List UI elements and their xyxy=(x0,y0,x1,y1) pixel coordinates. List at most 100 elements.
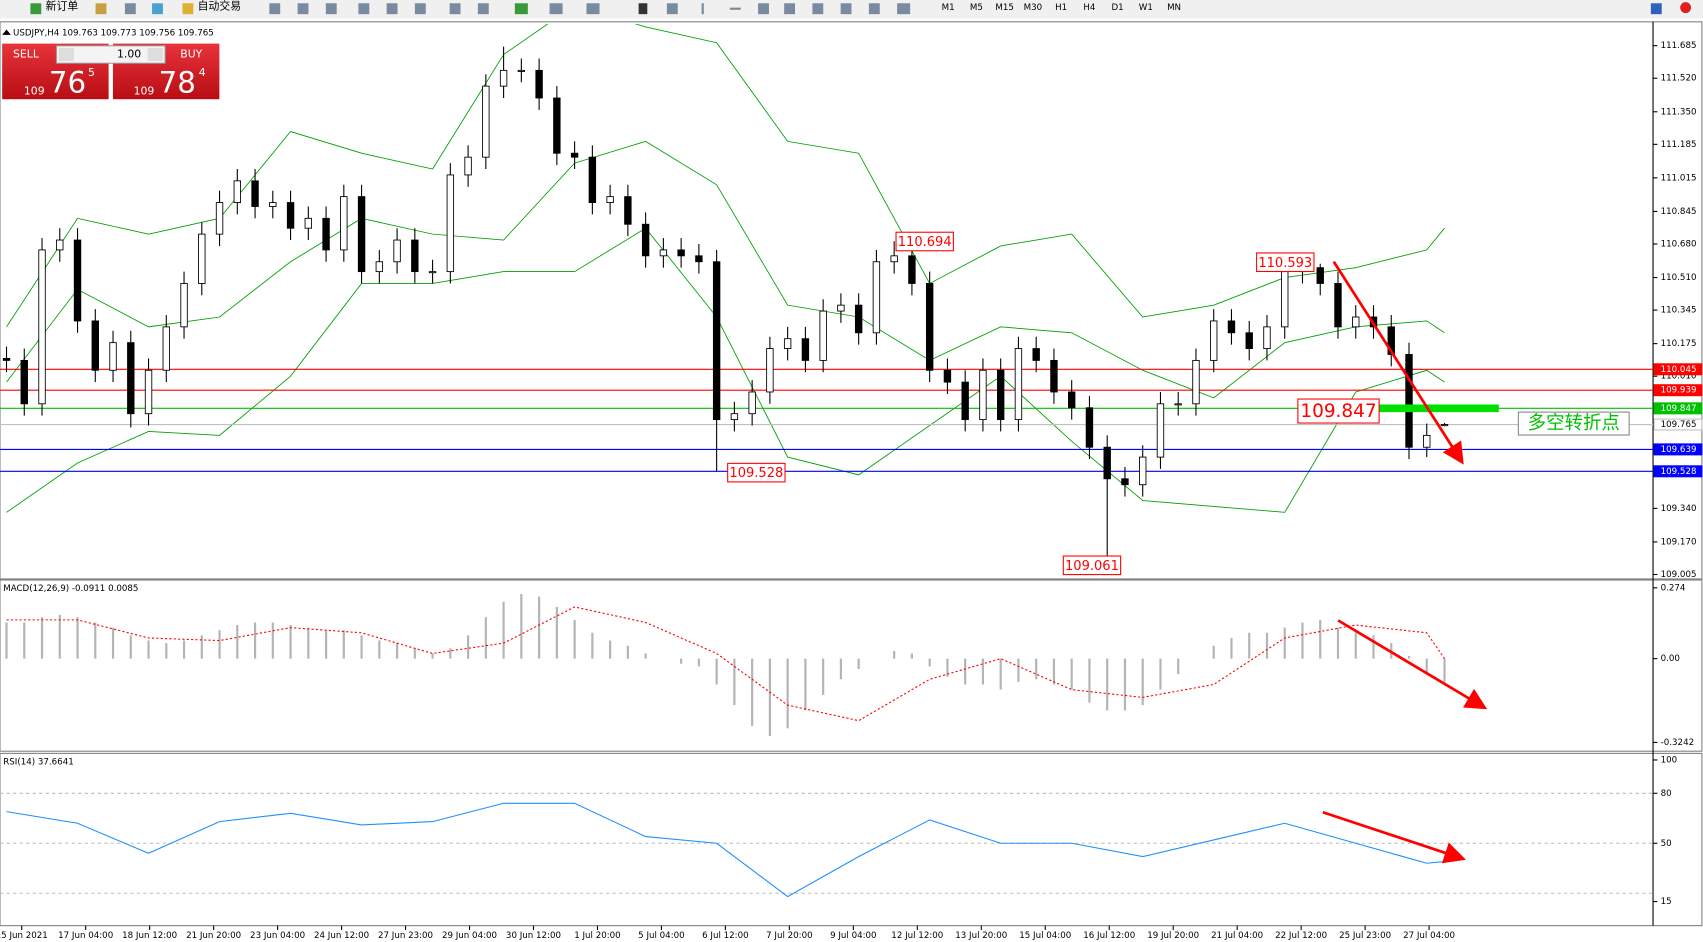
price-annotation-box xyxy=(1297,398,1380,424)
candle-body xyxy=(1210,320,1218,361)
pivot-zone xyxy=(1379,404,1499,413)
time-label: 29 Jun 04:00 xyxy=(442,931,497,941)
lot-field[interactable] xyxy=(55,45,166,64)
new-order-button[interactable]: 新订单 xyxy=(46,0,79,13)
sell-big-figure: 109 xyxy=(24,85,45,98)
timeframe-button[interactable]: M15 xyxy=(995,3,1014,13)
candle-body xyxy=(819,310,827,361)
time-label: 23 Jun 04:00 xyxy=(250,931,305,941)
candle-body xyxy=(1423,434,1431,448)
buy-pips: 78 xyxy=(159,65,196,99)
buy-label: BUY xyxy=(180,48,202,61)
candle-body xyxy=(1352,316,1360,328)
candle-body xyxy=(340,196,348,251)
candle-body xyxy=(1334,283,1342,328)
axis-tick-label: 111.015 xyxy=(1661,173,1697,183)
candle-body xyxy=(127,342,135,415)
candle-body xyxy=(1032,348,1040,361)
level-price-tag xyxy=(1653,384,1703,397)
axis-tick-label: 50 xyxy=(1661,839,1672,849)
axes: 111.685 111.520 111.350 111.185 111.015 110.8… xyxy=(0,41,1703,941)
candle-body xyxy=(1050,359,1058,393)
timeframe-button[interactable]: M1 xyxy=(942,3,955,13)
candle-body xyxy=(20,359,28,405)
candle-body xyxy=(641,223,650,257)
axis-tick-label: 109.340 xyxy=(1661,504,1697,514)
candle-body xyxy=(1281,271,1289,328)
candle-body xyxy=(464,156,472,176)
header-field: 109.756 xyxy=(139,28,175,38)
lot-value[interactable]: 1.00 xyxy=(117,48,141,61)
candle-body xyxy=(1316,267,1324,284)
timeframe-button[interactable]: M30 xyxy=(1024,3,1043,13)
macd-pane xyxy=(0,579,1703,752)
axis-tick-label: 110.680 xyxy=(1661,239,1697,249)
candle-body xyxy=(1139,456,1147,486)
candle-body xyxy=(979,369,987,421)
candle-body xyxy=(180,283,188,328)
sell-fraction: 5 xyxy=(88,66,95,79)
timeframe-button[interactable]: M5 xyxy=(970,3,983,13)
candle-body xyxy=(1068,391,1076,409)
candle-body xyxy=(517,69,526,72)
candle-body xyxy=(890,255,898,263)
candle-body xyxy=(535,69,543,99)
candle-body xyxy=(482,85,490,158)
candle-body xyxy=(322,217,330,251)
lot-decrease[interactable] xyxy=(58,47,74,62)
candle-body xyxy=(393,239,401,263)
time-label: 9 Jul 04:00 xyxy=(830,931,876,941)
axis-tick-label: 110.010 xyxy=(1661,372,1697,382)
timeframe-button[interactable]: H4 xyxy=(1083,3,1096,13)
macd-plot xyxy=(5,594,1446,737)
candle-body xyxy=(1227,320,1236,334)
toolbar-icons xyxy=(30,2,1692,15)
candle-body xyxy=(73,239,82,322)
axis-tick-label: -0.3242 xyxy=(1661,738,1694,748)
candle-body xyxy=(624,196,632,225)
timeframe-button[interactable]: D1 xyxy=(1111,3,1123,13)
candle-body xyxy=(304,217,313,229)
level-price-tag xyxy=(1653,465,1703,478)
candle-body xyxy=(446,174,455,273)
candle-body xyxy=(588,156,597,203)
candle-body xyxy=(1174,403,1182,406)
price-annotation-box xyxy=(895,231,954,252)
header-field: USDJPY,H4 xyxy=(13,28,60,38)
price-annotation-box xyxy=(1256,252,1315,273)
axis-tick-label: 110.345 xyxy=(1661,306,1697,316)
axis-tick-label: 109.005 xyxy=(1661,570,1697,580)
timeframe-button[interactable]: W1 xyxy=(1139,3,1153,13)
level-price-label: 110.045 xyxy=(1661,365,1697,375)
time-label: 19 Jul 20:00 xyxy=(1147,931,1199,941)
axis-tick-label: 15 xyxy=(1661,897,1672,907)
axis-tick-label: 111.350 xyxy=(1661,107,1697,117)
candle-body xyxy=(766,348,774,393)
auto-trading-button[interactable]: 自动交易 xyxy=(198,0,241,13)
candle-body xyxy=(1405,354,1413,448)
candle-body xyxy=(854,304,863,334)
level-price-tag xyxy=(1653,443,1703,456)
price-annotation: 109.528 xyxy=(729,466,783,481)
candle-body xyxy=(1192,359,1200,405)
candle-body xyxy=(659,249,668,257)
level-price-label: 109.847 xyxy=(1661,404,1697,414)
candle-body xyxy=(286,202,295,229)
lot-increase[interactable] xyxy=(147,47,163,62)
candle-body xyxy=(748,391,756,415)
candle-body xyxy=(1263,326,1271,350)
time-label: 6 Jul 12:00 xyxy=(702,931,748,941)
timeframe-button[interactable]: MN xyxy=(1167,3,1181,13)
candle-body xyxy=(38,249,46,405)
time-label: 18 Jun 12:00 xyxy=(122,931,177,941)
timeframe-button[interactable]: H1 xyxy=(1055,3,1067,13)
time-label: 22 Jul 12:00 xyxy=(1275,931,1327,941)
candle-body xyxy=(56,239,64,251)
macd-trend-arrow xyxy=(1337,619,1488,710)
axis-tick-label: 110.845 xyxy=(1661,207,1697,217)
rsi-line xyxy=(6,802,1445,898)
candle-body xyxy=(269,202,277,207)
axis-tick-label: 111.520 xyxy=(1661,74,1697,84)
candle-body xyxy=(872,261,881,334)
